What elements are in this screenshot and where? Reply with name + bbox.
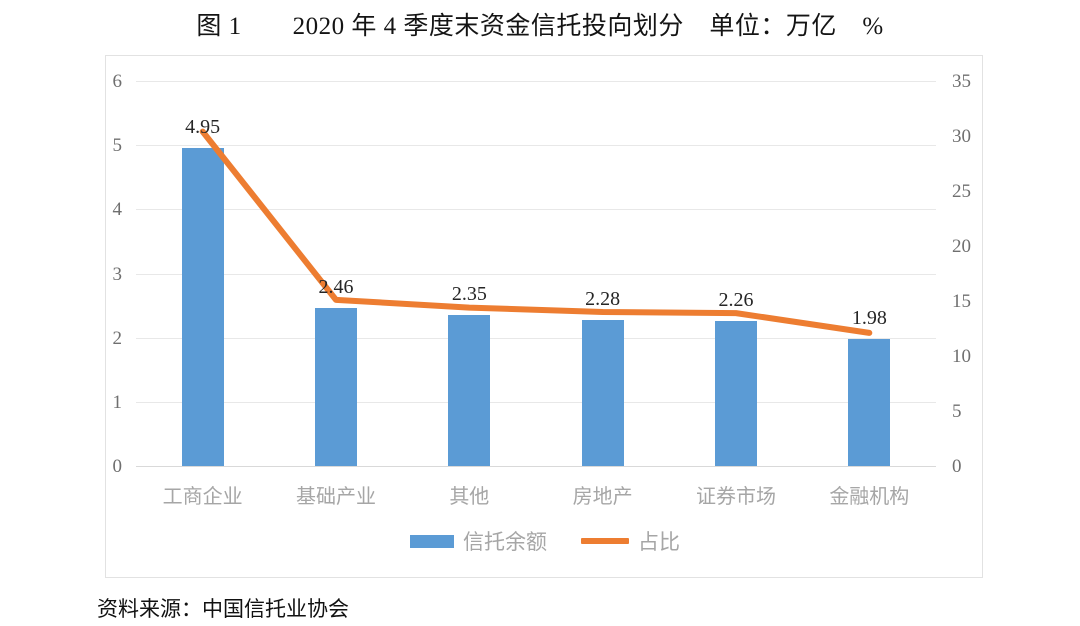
- y-axis-right-tick: 25: [952, 181, 971, 202]
- y-axis-right-tick: 20: [952, 236, 971, 257]
- bar-value-label: 2.35: [451, 283, 487, 306]
- bar: [715, 320, 757, 466]
- y-axis-right-tick: 10: [952, 346, 971, 367]
- gridline: [136, 209, 936, 211]
- bar: [848, 338, 891, 466]
- gridline: [136, 81, 936, 82]
- chart-legend: 信托余额 占比: [106, 526, 984, 556]
- y-axis-right-tick: 35: [952, 71, 971, 92]
- legend-item-line: 占比: [581, 526, 680, 556]
- x-axis-tick-label: 证券市场: [695, 486, 776, 508]
- bar-value-label: 2.46: [318, 276, 354, 299]
- y-axis-left-tick: 2: [112, 327, 123, 349]
- bar: [315, 308, 357, 466]
- gridline: [136, 337, 936, 339]
- gridline: [136, 401, 936, 403]
- plot-area: 0 1 2 3 4 5 6 0 5 10 15 20 25 30 35 4.95 2.46 2.35 2.28 2…: [113, 72, 972, 508]
- legend-swatch-line-icon: [581, 538, 629, 544]
- legend-label-bar: 信托余额: [463, 530, 547, 554]
- y-axis-right-tick: 5: [952, 401, 962, 422]
- y-axis-left-tick: 6: [112, 71, 123, 92]
- x-axis-tick-label: 工商企业: [162, 486, 243, 508]
- chart-container: 0 1 2 3 4 5 6 0 5 10 15 20 25 30 35 4.95 2.46 2.35 2.28 2…: [105, 55, 983, 578]
- bar: [448, 315, 491, 466]
- bar: [581, 319, 624, 466]
- bar-value-label: 4.95: [185, 116, 221, 139]
- legend-swatch-bar-icon: [410, 534, 454, 548]
- x-axis-tick-label: 基础产业: [295, 486, 376, 508]
- gridline: [136, 145, 936, 147]
- y-axis-left-tick: 4: [112, 199, 123, 221]
- x-axis-tick-label: 房地产: [572, 486, 633, 508]
- y-axis-left-tick: 1: [112, 391, 123, 413]
- y-axis-right-tick: 15: [952, 291, 971, 312]
- legend-item-bar: 信托余额: [410, 526, 547, 556]
- page-title: 图 1 2020 年 4 季度末资金信托投向划分 单位：万亿 %: [196, 13, 884, 40]
- y-axis-right-tick: 30: [952, 126, 971, 147]
- y-axis-right-tick: 0: [952, 456, 962, 477]
- gridline: [136, 466, 936, 467]
- source-note: 资料来源：中国信托业协会: [97, 597, 349, 621]
- bar-value-label: 2.28: [585, 287, 621, 310]
- x-axis-tick-label: 其他: [449, 486, 490, 508]
- bar: [181, 148, 224, 466]
- y-axis-left-tick: 5: [112, 135, 123, 157]
- x-axis-tick-label: 金融机构: [829, 486, 910, 508]
- y-axis-left-tick: 3: [112, 263, 123, 285]
- legend-label-line: 占比: [638, 530, 680, 554]
- gridline: [136, 273, 936, 275]
- y-axis-left-tick: 0: [112, 456, 123, 477]
- bar-value-label: 1.98: [851, 306, 887, 329]
- bar-value-label: 2.26: [718, 288, 754, 311]
